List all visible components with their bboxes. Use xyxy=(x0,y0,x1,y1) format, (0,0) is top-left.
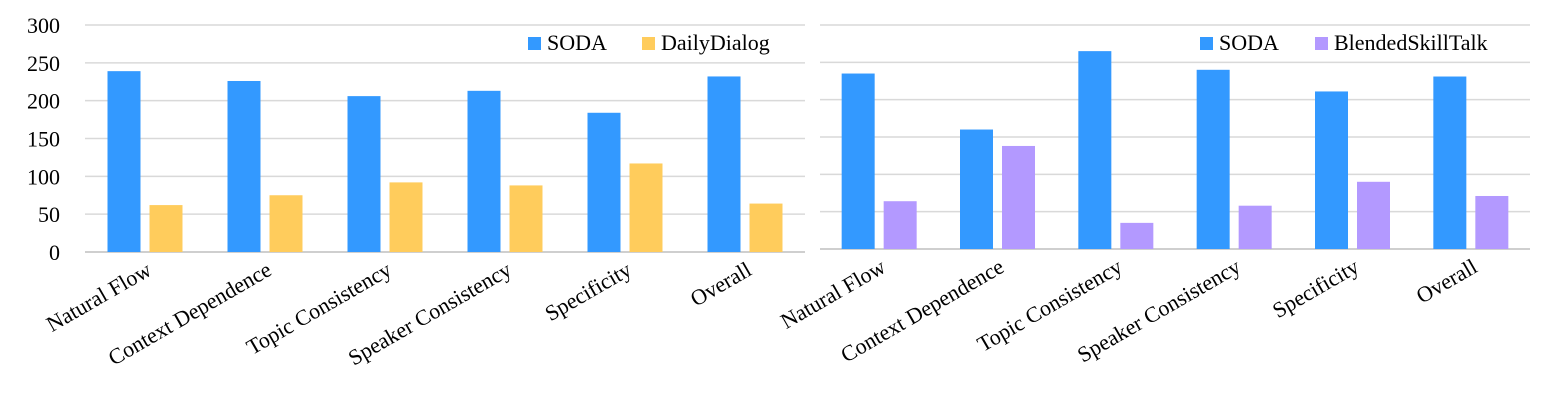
y-tick-label: 100 xyxy=(27,164,60,189)
bar-blendedskilltalk-1 xyxy=(883,201,917,249)
legend-swatch-soda xyxy=(528,37,541,50)
legend-swatch-soda xyxy=(1200,37,1213,50)
category-label: Natural Flow xyxy=(776,254,890,334)
category-label: Overall xyxy=(1412,254,1482,309)
bar-soda-4 xyxy=(467,90,501,252)
bar-dailydialog-6 xyxy=(749,203,783,252)
legend-swatch-dailydialog xyxy=(642,37,655,50)
bar-blendedskilltalk-4 xyxy=(1238,205,1272,249)
bar-dailydialog-3 xyxy=(389,182,423,252)
y-tick-label: 200 xyxy=(27,89,60,114)
category-label: Specificity xyxy=(540,257,635,326)
bar-soda-4 xyxy=(1196,69,1230,249)
y-tick-label: 150 xyxy=(27,127,60,152)
legend-label-soda: SODA xyxy=(547,30,607,55)
bar-blendedskilltalk-5 xyxy=(1357,181,1390,249)
bar-soda-6 xyxy=(707,76,741,252)
bar-soda-5 xyxy=(1315,91,1348,249)
bar-soda-5 xyxy=(587,112,621,252)
y-tick-label: 250 xyxy=(27,51,60,76)
bar-soda-2 xyxy=(960,129,993,249)
bar-soda-1 xyxy=(841,73,875,250)
bar-soda-3 xyxy=(1078,51,1112,250)
category-label: Natural Flow xyxy=(42,257,156,337)
legend-label-dailydialog: DailyDialog xyxy=(661,30,770,55)
bar-dailydialog-5 xyxy=(629,163,663,252)
y-tick-label: 0 xyxy=(49,240,60,265)
category-label: Overall xyxy=(686,257,756,312)
bar-dailydialog-1 xyxy=(149,205,183,252)
bar-soda-6 xyxy=(1433,76,1467,250)
y-tick-label: 300 xyxy=(27,13,60,38)
bar-blendedskilltalk-6 xyxy=(1475,195,1509,249)
bar-blendedskilltalk-3 xyxy=(1120,222,1154,249)
bar-soda-1 xyxy=(107,71,141,252)
bar-dailydialog-2 xyxy=(269,195,303,252)
legend-swatch-blendedskilltalk xyxy=(1315,37,1328,50)
legend-label-blendedskilltalk: BlendedSkillTalk xyxy=(1334,30,1488,55)
y-tick-label: 50 xyxy=(38,202,60,227)
bar-soda-3 xyxy=(347,96,381,252)
bar-blendedskilltalk-2 xyxy=(1002,145,1035,249)
bar-soda-2 xyxy=(227,80,261,252)
category-label: Specificity xyxy=(1268,254,1363,323)
legend-label-soda: SODA xyxy=(1219,30,1279,55)
bar-dailydialog-4 xyxy=(509,185,543,252)
